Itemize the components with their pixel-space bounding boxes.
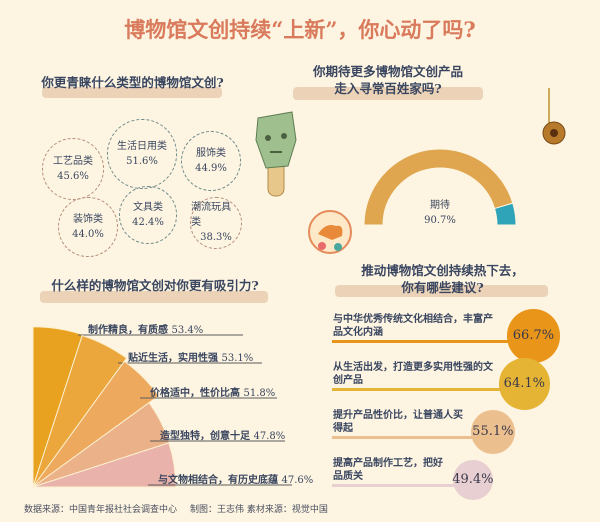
suggestion-value-circle: 49.4% — [452, 460, 494, 500]
section4-title-line1: 推动博物馆文创持续热下去， — [361, 263, 524, 278]
bubble-value: 38.3% — [200, 232, 232, 244]
suggestion-bar — [332, 436, 493, 439]
suggestion-value: 55.1% — [472, 424, 514, 440]
suggestion-label: 与中华优秀传统文化相结合，丰富产品文化内涵 — [333, 314, 493, 338]
suggestion-value: 66.7% — [512, 328, 555, 344]
fan-value: 51.8% — [243, 388, 276, 399]
bubble-value: 51.6% — [126, 155, 158, 167]
fan-value: 53.4% — [171, 325, 204, 336]
fan-slice — [32, 334, 128, 488]
suggestion-bar — [332, 340, 534, 343]
bubble-label: 服饰类 — [195, 147, 226, 159]
suggestion-value-circle: 66.7% — [506, 309, 561, 363]
section2-title: 你期待更多博物馆文创产品 走入寻常百姓家吗? — [288, 63, 488, 97]
fan-value: 47.8% — [253, 431, 286, 442]
section2-header-band — [293, 87, 483, 100]
suggestion-bar — [332, 484, 473, 487]
bubble-value: 44.0% — [72, 228, 104, 240]
fan-category: 贴近生活，实用性强 — [128, 353, 218, 364]
fan-slice — [32, 442, 177, 488]
fan-category: 制作精良，有质感 — [88, 325, 168, 336]
section4-header-band — [335, 285, 548, 297]
section1-title: 你更青睐什么类型的博物馆文创? — [41, 75, 224, 90]
bubble-label: 文具类 — [132, 201, 163, 213]
bubble-value: 45.6% — [57, 170, 89, 182]
bubble: 文具类 42.4% — [119, 186, 177, 244]
fan-category: 造型独特，创意十足 — [160, 431, 250, 442]
bubble: 装饰类 44.0% — [58, 197, 118, 257]
bubble-label: 生活日用类 — [116, 140, 167, 152]
section2-title-line2: 走入寻常百姓家吗? — [334, 81, 442, 96]
fan-label: 贴近生活，实用性强 53.1% — [128, 349, 253, 364]
bubble: 工艺品类 45.6% — [42, 138, 104, 200]
bubble-label: 工艺品类 — [52, 155, 93, 167]
suggestion-bar — [332, 388, 525, 391]
fan-value: 53.1% — [221, 353, 254, 364]
fan-slice — [32, 402, 171, 488]
gauge-segment — [493, 202, 517, 226]
section1-header-band — [42, 87, 222, 98]
suggestion-label: 提高产品制作工艺，把好品质关 — [333, 458, 443, 482]
bubble: 服饰类 44.9% — [180, 130, 242, 192]
gauge-value: 90.7% — [424, 215, 456, 226]
suggestion-value-circle: 64.1% — [498, 358, 550, 410]
suggestion-value: 49.4% — [452, 472, 494, 488]
section3-header-band — [40, 291, 268, 303]
bubble: 潮流玩具类 38.3% — [190, 197, 242, 249]
fan-category: 价格适中，性价比高 — [150, 388, 240, 399]
bubble-label: 潮流玩具类 — [191, 202, 232, 229]
section4-title: 推动博物馆文创持续热下去， 你有哪些建议? — [330, 262, 555, 296]
fan-value: 47.6% — [281, 475, 314, 486]
page-title: 博物馆文创持续“上新”，你心动了吗? — [124, 17, 476, 42]
fan-label: 造型独特，创意十足 47.8% — [160, 427, 285, 442]
section3-title: 什么样的博物馆文创对你更有吸引力? — [51, 278, 259, 293]
section4-title-line2: 你有哪些建议? — [401, 280, 484, 295]
fan-slice — [32, 360, 160, 488]
suggestion-label: 从生活出发，打造更多实用性强的文创产品 — [333, 362, 493, 386]
section2-title-line1: 你期待更多博物馆文创产品 — [312, 64, 463, 79]
fan-label: 制作精良，有质感 53.4% — [88, 321, 203, 336]
bubble-value: 42.4% — [132, 216, 164, 228]
suggestion-value-circle: 55.1% — [470, 409, 515, 455]
gauge-label: 期待 — [430, 200, 450, 211]
footer-credit: 制图：王志伟 素材来源：视觉中国 — [190, 505, 328, 515]
suggestion-label: 提升产品性价比，让普通人买得起 — [333, 410, 463, 434]
gauge-center-label: 期待 90.7% — [400, 198, 480, 228]
suggestion-value: 64.1% — [503, 376, 545, 392]
fan-category: 与文物相结合，有历史底蕴 — [158, 475, 278, 486]
fan-label: 价格适中，性价比高 51.8% — [150, 384, 275, 399]
fan-label: 与文物相结合，有历史底蕴 47.6% — [158, 471, 313, 486]
footer-source: 数据来源：中国青年报社社会调查中心 — [24, 505, 178, 515]
bubble-label: 装饰类 — [72, 213, 103, 225]
bubble-value: 44.9% — [195, 162, 227, 174]
